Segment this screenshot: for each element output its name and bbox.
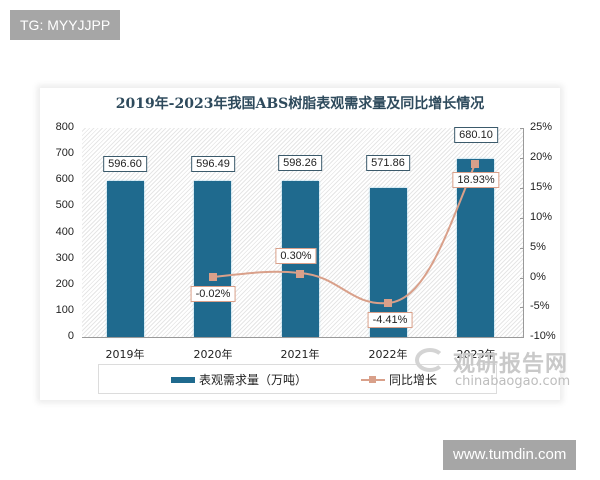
y-axis-tick: 100: [55, 304, 74, 316]
right-axis-line: [523, 128, 524, 338]
right-axis-tick-mark: [520, 218, 524, 219]
x-axis-tick: 2022年: [368, 348, 408, 361]
y-axis-tick: 300: [55, 252, 74, 264]
y-axis-tick: 200: [55, 278, 74, 290]
right-axis-tick-mark: [520, 278, 524, 279]
growth-value-label: 18.93%: [452, 172, 500, 188]
bar-value-label: 596.49: [191, 156, 235, 172]
right-axis-tick-mark: [520, 128, 524, 129]
legend-label: 表观需求量（万吨）: [199, 373, 308, 387]
y-axis-tick: 0: [67, 330, 74, 342]
x-axis-tick: 2019年: [105, 348, 145, 361]
watermark-cn: 观研报告网: [453, 352, 569, 377]
watermark-tag-bottom: www.tumdin.com: [443, 440, 577, 470]
growth-value-label: -0.02%: [190, 286, 236, 302]
y2-axis-tick: -5%: [530, 300, 550, 312]
growth-value-label: 0.30%: [275, 248, 317, 264]
right-axis-tick-mark: [520, 248, 524, 249]
y2-axis-tick: 25%: [530, 121, 553, 133]
y-axis-tick: 400: [55, 226, 74, 238]
legend-item-demand: 表观需求量（万吨）: [171, 371, 307, 388]
right-axis-tick-mark: [520, 158, 524, 159]
chinabaogao-logo-icon: [415, 348, 445, 372]
bar-2019: [107, 181, 144, 337]
chart-card: 2019年-2023年我国ABS树脂表观需求量及同比增长情况 800 700 6…: [40, 88, 570, 400]
legend-item-growth: 同比增长: [361, 371, 437, 388]
y-axis-tick: 700: [55, 147, 74, 159]
growth-line: [209, 160, 479, 307]
right-axis-tick-mark: [520, 188, 524, 189]
growth-marker-2021: [296, 270, 304, 278]
y-axis-tick: 800: [55, 121, 74, 133]
bar-swatch-icon: [171, 376, 195, 383]
growth-value-label: -4.41%: [367, 312, 413, 328]
x-axis-tick: 2020年: [193, 348, 233, 361]
y2-axis-tick: 15%: [530, 181, 553, 193]
chart-title: 2019年-2023年我国ABS树脂表观需求量及同比增长情况: [115, 96, 485, 112]
growth-marker-2022: [384, 299, 392, 307]
growth-marker-2020: [209, 273, 217, 281]
y2-axis-tick: -10%: [530, 330, 556, 342]
bar-2023: [457, 159, 494, 337]
y2-axis-tick: 0%: [530, 271, 546, 283]
legend-label: 同比增长: [389, 373, 438, 387]
watermark-tag-top: TG: MYYJJPP: [10, 10, 121, 40]
x-axis-line: [82, 337, 523, 338]
y2-axis-tick: 10%: [530, 211, 553, 223]
y2-axis-tick: 20%: [530, 151, 553, 163]
line-swatch-icon: [361, 375, 385, 383]
watermark-en: chinabaogao.com: [455, 374, 571, 389]
bar-value-label: 598.26: [278, 155, 322, 171]
y2-axis-tick: 5%: [530, 241, 546, 253]
y-axis-tick: 500: [55, 199, 74, 211]
y-axis-tick: 600: [55, 173, 74, 185]
bar-value-label: 596.60: [103, 156, 147, 172]
x-axis-tick: 2021年: [280, 348, 320, 361]
right-axis-tick-mark: [520, 307, 524, 308]
bar-2020: [194, 181, 231, 337]
x-axis-tick: 2023年: [456, 348, 496, 361]
bar-value-label: 680.10: [454, 127, 498, 143]
bar-value-label: 571.86: [366, 155, 410, 171]
growth-marker-2023: [471, 160, 479, 168]
